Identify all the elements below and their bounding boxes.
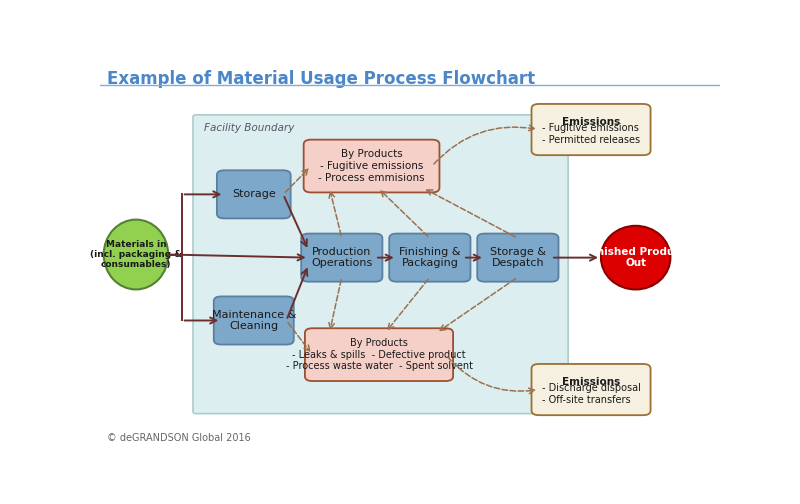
Text: Storage &
Despatch: Storage & Despatch <box>490 247 546 269</box>
Text: Emissions: Emissions <box>562 377 620 388</box>
FancyBboxPatch shape <box>531 364 650 415</box>
Text: Finishing &
Packaging: Finishing & Packaging <box>399 247 461 269</box>
FancyArrowPatch shape <box>440 279 515 331</box>
Text: Production
Operations: Production Operations <box>311 247 373 269</box>
FancyBboxPatch shape <box>214 296 294 345</box>
FancyArrowPatch shape <box>185 318 216 324</box>
FancyArrowPatch shape <box>447 357 534 394</box>
FancyArrowPatch shape <box>288 323 310 351</box>
Text: Maintenance &
Cleaning: Maintenance & Cleaning <box>211 309 296 331</box>
Text: Example of Material Usage Process Flowchart: Example of Material Usage Process Flowch… <box>107 70 535 88</box>
FancyArrowPatch shape <box>287 269 307 318</box>
Text: Storage: Storage <box>232 190 276 200</box>
FancyArrowPatch shape <box>426 190 515 237</box>
FancyArrowPatch shape <box>285 169 308 193</box>
Ellipse shape <box>104 220 168 289</box>
Text: Facility Boundary: Facility Boundary <box>203 122 294 133</box>
FancyArrowPatch shape <box>466 255 480 261</box>
Text: © deGRANDSON Global 2016: © deGRANDSON Global 2016 <box>107 433 251 443</box>
FancyBboxPatch shape <box>390 233 470 282</box>
Text: - Fugitive emissions
- Permitted releases: - Fugitive emissions - Permitted release… <box>542 123 640 145</box>
FancyBboxPatch shape <box>304 140 439 193</box>
FancyArrowPatch shape <box>378 255 392 261</box>
Ellipse shape <box>601 226 670 289</box>
Text: - Discharge disposal
- Off-site transfers: - Discharge disposal - Off-site transfer… <box>542 383 641 405</box>
FancyArrowPatch shape <box>171 255 304 261</box>
FancyBboxPatch shape <box>305 328 453 381</box>
FancyArrowPatch shape <box>284 197 307 246</box>
Text: Materials in
(incl. packaging &
consumables): Materials in (incl. packaging & consumab… <box>90 239 182 270</box>
FancyBboxPatch shape <box>531 104 650 155</box>
FancyArrowPatch shape <box>381 191 428 236</box>
FancyBboxPatch shape <box>193 115 568 414</box>
FancyArrowPatch shape <box>388 279 428 330</box>
FancyArrowPatch shape <box>434 125 534 164</box>
FancyArrowPatch shape <box>554 255 596 261</box>
FancyBboxPatch shape <box>301 233 382 282</box>
FancyArrowPatch shape <box>329 192 341 235</box>
Text: By Products
- Leaks & spills  - Defective product
- Process waste water  - Spent: By Products - Leaks & spills - Defective… <box>286 338 473 371</box>
FancyArrowPatch shape <box>329 280 341 329</box>
Text: Finished Product
Out: Finished Product Out <box>586 247 686 269</box>
FancyArrowPatch shape <box>185 192 219 198</box>
FancyBboxPatch shape <box>478 233 558 282</box>
FancyBboxPatch shape <box>217 170 290 218</box>
Text: By Products
- Fugitive emissions
- Process emmisions: By Products - Fugitive emissions - Proce… <box>318 150 425 182</box>
Text: Emissions: Emissions <box>562 117 620 128</box>
